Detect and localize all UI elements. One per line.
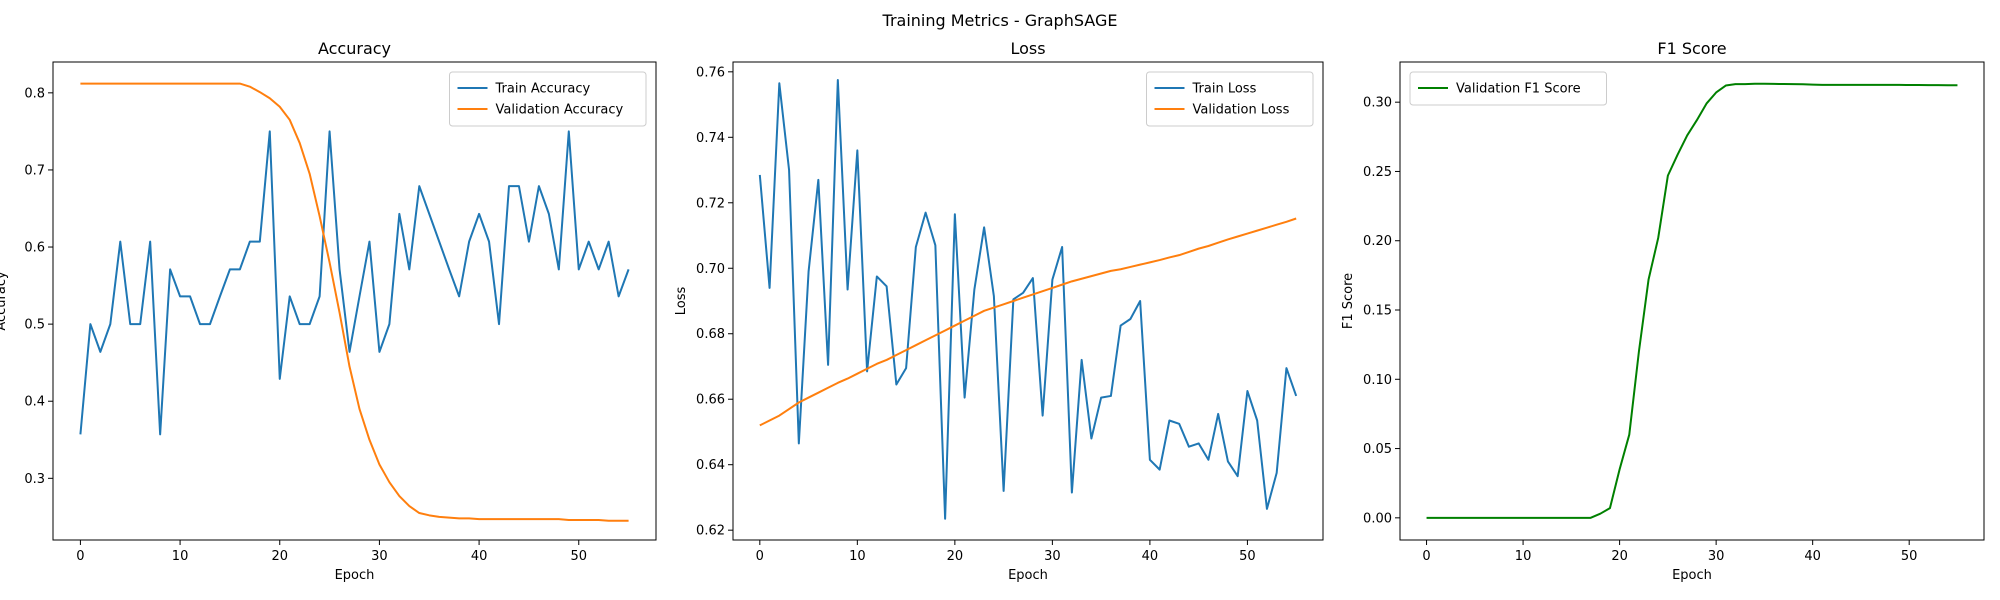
f1-score-axes-frame (1399, 61, 1985, 541)
loss-xlabel: Epoch (1008, 568, 1048, 583)
figure-title: Training Metrics - GraphSAGE (882, 11, 1118, 30)
f1-score-ytick-label: 0.25 (1363, 165, 1392, 180)
accuracy-axes-frame (52, 61, 657, 541)
loss-legend-label-validation-loss: Validation Loss (1193, 103, 1290, 118)
loss-ytick-label: 0.72 (696, 196, 725, 211)
f1-score-series-validation-f1-score (1426, 82, 1958, 519)
f1-score-xtick-label: 30 (1708, 549, 1725, 564)
loss-series-validation-loss (759, 217, 1297, 427)
f1-score-legend: Validation F1 Score (1409, 71, 1607, 106)
accuracy-xtick-label: 40 (471, 549, 488, 564)
accuracy-series-group (79, 82, 630, 522)
f1-score-xtick-label: 20 (1611, 549, 1628, 564)
accuracy-ytick-label: 0.5 (24, 318, 45, 333)
accuracy-ytick-label: 0.7 (24, 163, 45, 178)
f1-score-series-group (1426, 82, 1958, 519)
f1-score-xtick-label: 50 (1901, 549, 1918, 564)
loss-xtick-label: 0 (756, 549, 764, 564)
loss-legend-label-train-loss: Train Loss (1192, 82, 1257, 97)
f1-score-ytick-label: 0.05 (1363, 442, 1392, 457)
accuracy-xtick-label: 10 (172, 549, 189, 564)
loss-xtick-label: 30 (1044, 549, 1061, 564)
loss-legend: Train Loss Validation Loss (1146, 71, 1314, 127)
accuracy-legend-label-validation-accuracy: Validation Accuracy (496, 103, 624, 118)
loss-ytick-label: 0.76 (696, 65, 725, 80)
loss-xtick-label: 50 (1239, 549, 1256, 564)
loss-panel: Loss 0 10 20 30 40 50 0.62 0.64 0.66 0.68 0.70 0.72 0… (674, 39, 1324, 583)
accuracy-xtick-label: 50 (570, 549, 587, 564)
f1-score-xtick-label: 0 (1422, 549, 1430, 564)
accuracy-legend: Train Accuracy Validation Accuracy (449, 71, 647, 127)
f1-score-title: F1 Score (1657, 39, 1726, 58)
loss-ytick-label: 0.64 (696, 458, 725, 473)
accuracy-series-train-accuracy (79, 130, 630, 436)
loss-ytick-label: 0.68 (696, 327, 725, 342)
f1-score-ytick-label: 0.00 (1363, 511, 1392, 526)
loss-xtick-label: 20 (947, 549, 964, 564)
f1-score-ytick-label: 0.15 (1363, 304, 1392, 319)
accuracy-panel: Accuracy 0 10 20 30 40 50 0.3 0.4 0.5 0.6 0.7 0.8 Epo… (0, 39, 657, 583)
accuracy-ytick-label: 0.3 (24, 472, 45, 487)
accuracy-xtick-label: 20 (271, 549, 288, 564)
loss-ylabel: Loss (674, 287, 689, 316)
accuracy-xtick-label: 0 (76, 549, 84, 564)
loss-title: Loss (1010, 39, 1045, 58)
loss-ytick-label: 0.66 (696, 393, 725, 408)
f1-score-ytick-label: 0.30 (1363, 96, 1392, 111)
accuracy-series-validation-accuracy (80, 82, 629, 522)
loss-ytick-label: 0.62 (696, 524, 725, 539)
loss-ytick-label: 0.74 (696, 131, 725, 146)
loss-series-train-loss (758, 79, 1298, 520)
f1-score-panel: F1 Score 0 10 20 30 40 50 0.00 0.05 0.10 0.15 0.20 0… (1341, 39, 1985, 583)
loss-xtick-label: 10 (849, 549, 866, 564)
f1-score-legend-box (1409, 71, 1607, 106)
accuracy-legend-label-train-accuracy: Train Accuracy (495, 82, 591, 97)
accuracy-xtick-label: 30 (371, 549, 388, 564)
f1-score-legend-label-validation-f1-score: Validation F1 Score (1456, 82, 1581, 97)
accuracy-legend-box (449, 71, 647, 127)
f1-score-xlabel: Epoch (1672, 568, 1712, 583)
loss-xtick-label: 40 (1142, 549, 1159, 564)
f1-score-ytick-label: 0.20 (1363, 234, 1392, 249)
accuracy-ylabel: Accuracy (0, 271, 9, 331)
panels: Accuracy 0 10 20 30 40 50 0.3 0.4 0.5 0.6 0.7 0.8 Epo… (0, 39, 1985, 583)
loss-legend-box (1146, 71, 1314, 127)
f1-score-xtick-label: 40 (1804, 549, 1821, 564)
f1-score-ylabel: F1 Score (1341, 273, 1356, 329)
accuracy-ytick-label: 0.6 (24, 241, 45, 256)
accuracy-ytick-label: 0.4 (24, 395, 45, 410)
f1-score-ytick-label: 0.10 (1363, 373, 1392, 388)
accuracy-ytick-label: 0.8 (24, 86, 45, 101)
loss-ytick-label: 0.70 (696, 262, 725, 277)
f1-score-xtick-label: 10 (1515, 549, 1532, 564)
loss-axes-frame (732, 61, 1324, 541)
accuracy-xlabel: Epoch (335, 568, 375, 583)
accuracy-title: Accuracy (318, 39, 391, 58)
loss-series-group (758, 79, 1298, 520)
